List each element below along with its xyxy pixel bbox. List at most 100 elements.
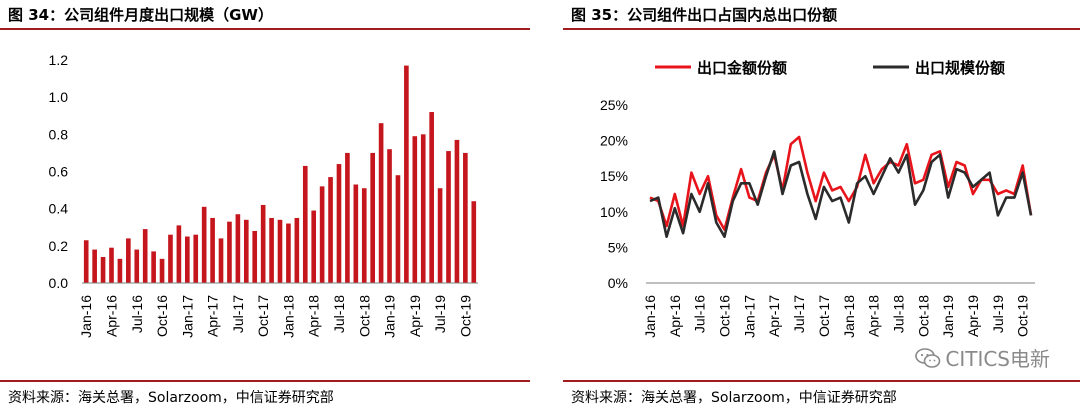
bar [210,217,215,283]
panel-export-share: 图 35：公司组件出口占国内总出口份额 出口金额份额 出口规模份额 0% 5% 10% 1… [563,0,1080,412]
bar [328,177,333,283]
x-tick-label: Apr-16 [667,295,683,337]
bar [277,219,283,283]
x-tick-label: Jan-18 [841,295,857,338]
bar [126,238,131,283]
figure-35-title: 图 35：公司组件出口占国内总出口份额 [571,6,838,24]
y-tick-label: 0.8 [49,126,69,142]
bar [92,249,97,283]
bar [336,164,342,283]
bar [269,217,274,283]
y-tick-label: 1.0 [49,89,69,105]
bar [420,134,426,283]
legend-label: 出口金额份额 [697,59,787,77]
bar [117,258,123,283]
x-tick-label: Apr-18 [866,295,882,337]
x-tick-label: Oct-17 [816,295,832,337]
title-divider [563,28,1080,30]
panel-monthly-export-volume: 图 34：公司组件月度出口规模（GW） 0.0 0.2 0.4 0.6 0.8 1.0 1.… [0,0,530,412]
y-tick-label: 0.2 [49,238,69,254]
bar [395,175,401,283]
x-tick-label: Jan-19 [940,295,956,338]
x-tick-label: Oct-18 [915,295,931,337]
x-tick-label: Oct-16 [717,295,733,337]
y-tick-label: 0% [608,275,628,291]
bar [319,186,325,283]
bar [218,238,224,283]
source-divider [0,380,530,382]
x-tick-label: Jan-18 [280,295,296,338]
bar [201,206,207,283]
bar [227,221,232,283]
x-tick-label: Apr-17 [205,295,221,337]
x-tick-label: Apr-16 [103,295,119,337]
x-tick-label: Apr-19 [407,295,423,337]
bar [454,139,460,283]
y-tick-label: 15% [600,168,628,184]
bar [142,229,148,283]
legend-label: 出口规模份额 [915,59,1005,77]
figure-34-source: 资料来源：海关总署，Solarzoom，中信证券研究部 [8,390,334,406]
y-tick-label: 0.0 [49,275,69,291]
y-tick-label: 1.2 [49,52,69,68]
bar [311,210,317,283]
bar [83,240,89,283]
x-tick-label: Jul-17 [791,295,807,333]
bar [437,188,443,283]
x-tick-label: Jan-17 [741,295,757,338]
x-tick-label: Jul-17 [230,295,246,333]
x-tick-label: Jul-18 [890,295,906,333]
x-tick-label: Jan-16 [642,295,658,338]
bar [404,65,409,283]
x-tick-label: Oct-19 [457,295,473,337]
bar [168,234,173,283]
bar [370,152,375,283]
bar [378,123,384,283]
bar [429,112,434,284]
y-tick-label: 0.6 [49,164,69,180]
y-tick-label: 0.4 [49,201,69,217]
bar [463,152,468,283]
y-tick-label: 25% [600,97,628,113]
bar [345,152,350,283]
title-divider [0,28,530,30]
figure-34-title: 图 34：公司组件月度出口规模（GW） [8,6,273,24]
x-tick-label: Oct-19 [1015,295,1031,337]
x-tick-label: Jan-16 [78,295,94,338]
wechat-icon [915,347,941,368]
bar [471,201,477,283]
bar [185,236,190,283]
source-divider [563,380,1080,382]
figure-35-source: 资料来源：海关总署，Solarzoom，中信证券研究部 [571,390,897,406]
bar [100,256,106,283]
x-tick-label: Jul-16 [692,295,708,333]
x-tick-label: Oct-17 [255,295,271,337]
x-tick-label: Jul-19 [432,295,448,333]
x-tick-label: Jan-19 [382,295,398,338]
bar [134,249,140,283]
bar [243,219,249,283]
bar [387,149,392,283]
y-tick-label: 20% [600,133,628,149]
bar [176,225,182,283]
x-tick-label: Apr-19 [965,295,981,337]
y-tick-label: 5% [608,239,628,255]
bar [302,165,308,283]
x-tick-label: Apr-18 [306,295,322,337]
x-tick-label: Oct-16 [154,295,170,337]
x-tick-label: Oct-18 [356,295,372,337]
bar [109,247,114,283]
bar [252,230,258,283]
y-tick-label: 10% [600,204,628,220]
line-chart: 出口金额份额 出口规模份额 0% 5% 10% 15% 20% 25% Jan-16 Apr-16… [600,59,1035,338]
bar [286,223,291,283]
bar [294,217,300,283]
bar [151,251,156,283]
bar [235,214,241,283]
bar [260,204,266,283]
watermark: CITICS电新 [915,343,1050,372]
bar [159,258,165,283]
x-tick-label: Jul-16 [129,295,145,333]
x-tick-label: Jan-17 [179,295,195,338]
bar [353,184,359,283]
